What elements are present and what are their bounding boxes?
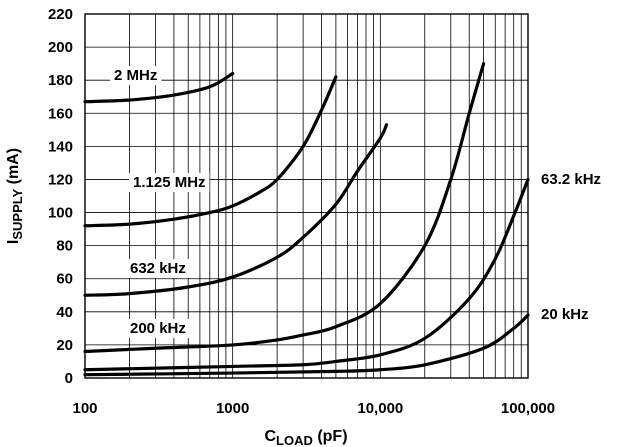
x-tick-label: 100,000 xyxy=(501,400,555,417)
series-line xyxy=(83,71,235,104)
y-tick-labels: 0 20 40 60 80 100 120 140 160 180 200 220 xyxy=(48,6,73,387)
x-axis-title-subscript: LOAD xyxy=(276,433,313,447)
series-curves xyxy=(83,62,530,377)
x-axis-title: CLOAD (pF) xyxy=(264,428,347,447)
series-line xyxy=(83,123,389,297)
y-tick-label: 0 xyxy=(65,370,73,387)
y-tick-label: 40 xyxy=(56,304,73,321)
x-tick-labels: 100 1000 10,000 100,000 xyxy=(72,400,555,417)
y-axis-title-unit: (mA) xyxy=(5,148,22,189)
x-axis-title-unit: (pF) xyxy=(313,428,348,445)
y-tick-label: 140 xyxy=(48,138,73,155)
y-tick-label: 80 xyxy=(56,238,73,255)
x-tick-label: 10,000 xyxy=(357,400,403,417)
y-tick-label: 160 xyxy=(48,105,73,122)
series-line xyxy=(83,75,338,228)
x-axis-title-main: C xyxy=(264,428,276,445)
plot-frame xyxy=(84,13,529,379)
series-label: 2 MHz xyxy=(114,67,157,84)
x-tick-label: 1000 xyxy=(216,400,249,417)
y-tick-label: 20 xyxy=(56,337,73,354)
y-axis-title: ISUPPLY (mA) xyxy=(5,148,25,244)
y-axis-title-subscript: SUPPLY xyxy=(10,188,25,239)
y-tick-label: 120 xyxy=(48,171,73,188)
y-tick-label: 220 xyxy=(48,6,73,23)
series-label: 200 kHz xyxy=(130,320,186,337)
series-line xyxy=(83,313,530,377)
series-label: 1.125 MHz xyxy=(133,174,206,191)
series-label-background xyxy=(129,173,210,192)
y-axis-title-main: I xyxy=(5,240,22,244)
y-tick-label: 200 xyxy=(48,39,73,56)
series-label: 20 kHz xyxy=(541,306,589,323)
series-label-background xyxy=(110,66,162,85)
series-line xyxy=(83,62,486,354)
series-label-background xyxy=(126,319,190,338)
series-label: 63.2 kHz xyxy=(541,171,601,188)
series-line xyxy=(83,177,530,372)
y-tick-label: 180 xyxy=(48,72,73,89)
series-label: 632 kHz xyxy=(130,260,186,277)
y-tick-label: 60 xyxy=(56,271,73,288)
x-tick-label: 100 xyxy=(72,400,97,417)
series-label-background xyxy=(126,259,190,278)
y-tick-label: 100 xyxy=(48,205,73,222)
series-labels: 2 MHz 1.125 MHz 632 kHz 200 kHz 63.2 kHz 20 k… xyxy=(110,66,601,338)
